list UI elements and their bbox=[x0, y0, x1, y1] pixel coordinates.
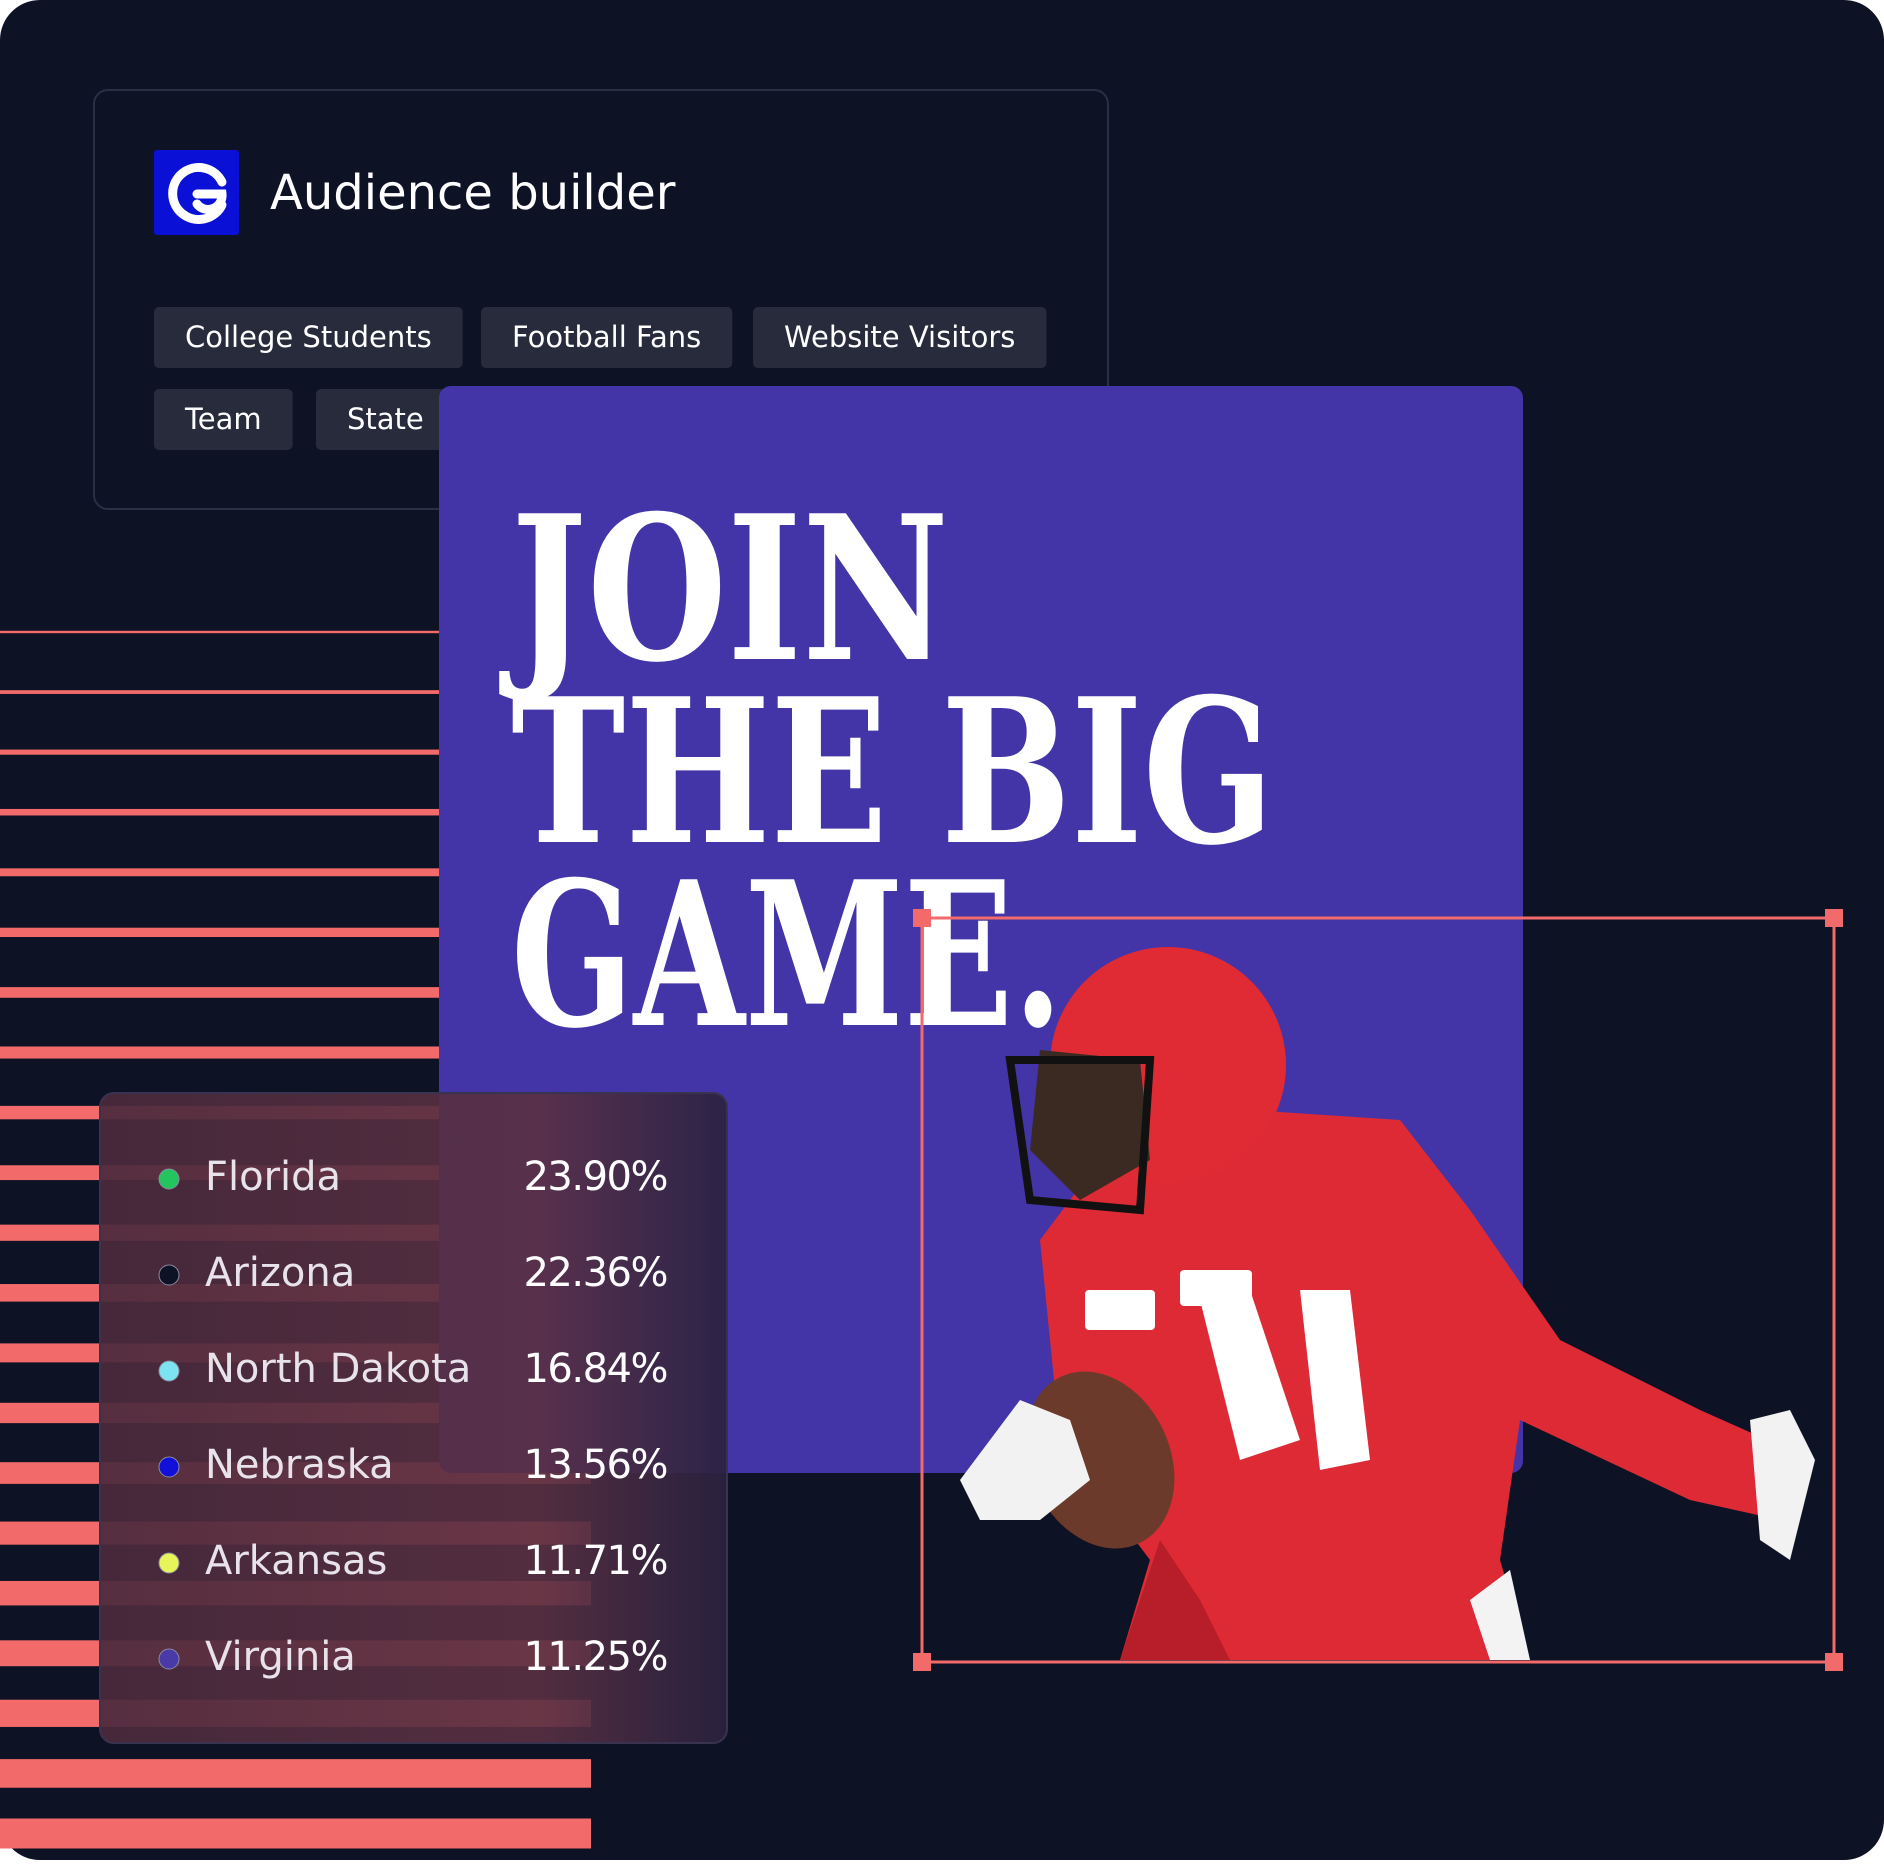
stripe bbox=[0, 630, 439, 634]
state-share: 11.71% bbox=[523, 1538, 667, 1584]
stripe bbox=[0, 1818, 591, 1849]
tag-label: Football Fans bbox=[512, 320, 701, 354]
state-dot bbox=[158, 1456, 180, 1478]
logo-mark bbox=[168, 163, 227, 224]
player-illustration bbox=[960, 947, 1815, 1660]
state-row: Nebraska 13.56% bbox=[158, 1442, 669, 1488]
state-row: Florida 23.90% bbox=[158, 1154, 669, 1200]
headline-line: JOIN bbox=[499, 472, 949, 707]
state-name: Virginia bbox=[205, 1634, 356, 1680]
tag-chip: Team bbox=[154, 389, 293, 450]
state-list: Florida 23.90% Arizona 22.36% North Dakota 16… bbox=[158, 1154, 669, 1680]
tag-label: State bbox=[347, 402, 424, 436]
tag-background bbox=[753, 307, 1047, 368]
stripe bbox=[0, 927, 439, 938]
stripe bbox=[0, 987, 439, 998]
stripe bbox=[0, 868, 439, 877]
tag-chip: Website Visitors bbox=[753, 307, 1047, 368]
state-share: 16.84% bbox=[523, 1346, 667, 1392]
state-name: Arkansas bbox=[205, 1538, 387, 1584]
state-row: Arkansas 11.71% bbox=[158, 1538, 669, 1584]
tag-chip: College Students bbox=[154, 307, 463, 368]
state-dot bbox=[158, 1552, 180, 1574]
state-dot bbox=[158, 1360, 180, 1382]
tag-label: Website Visitors bbox=[784, 320, 1015, 354]
selection-box bbox=[913, 909, 1843, 1671]
state-dot bbox=[158, 1168, 180, 1190]
tag-background bbox=[316, 389, 455, 450]
tag-list: College Students Football Fans Website Vis… bbox=[154, 307, 1047, 450]
state-row: Virginia 11.25% bbox=[158, 1634, 669, 1680]
tag-background bbox=[154, 389, 293, 450]
stripe bbox=[0, 1046, 439, 1059]
tag-label: Team bbox=[184, 402, 262, 436]
state-row: North Dakota 16.84% bbox=[158, 1346, 669, 1392]
stripe bbox=[0, 1759, 591, 1788]
headline-line: GAME. bbox=[511, 838, 1063, 1073]
tag-label: College Students bbox=[185, 320, 432, 354]
state-dot bbox=[158, 1264, 180, 1286]
tag-chip: Football Fans bbox=[481, 307, 733, 368]
card-title: Audience builder bbox=[270, 165, 676, 221]
stripe bbox=[0, 690, 439, 694]
state-share: 22.36% bbox=[523, 1250, 667, 1296]
tag-chip: State bbox=[316, 389, 455, 450]
stripe bbox=[0, 749, 439, 755]
states-card bbox=[99, 1092, 728, 1744]
tag-background bbox=[154, 307, 463, 368]
state-share: 13.56% bbox=[523, 1442, 667, 1488]
stripe bbox=[0, 808, 439, 816]
state-name: Nebraska bbox=[205, 1442, 394, 1488]
state-name: North Dakota bbox=[205, 1346, 471, 1392]
headline-line: THE BIG bbox=[511, 655, 1274, 890]
state-name: Arizona bbox=[205, 1250, 355, 1296]
state-dot bbox=[158, 1648, 180, 1670]
state-row: Arizona 22.36% bbox=[158, 1250, 669, 1296]
state-share: 11.25% bbox=[523, 1634, 667, 1680]
tag-background bbox=[481, 307, 733, 368]
state-share: 23.90% bbox=[523, 1154, 667, 1200]
state-name: Florida bbox=[205, 1154, 341, 1200]
